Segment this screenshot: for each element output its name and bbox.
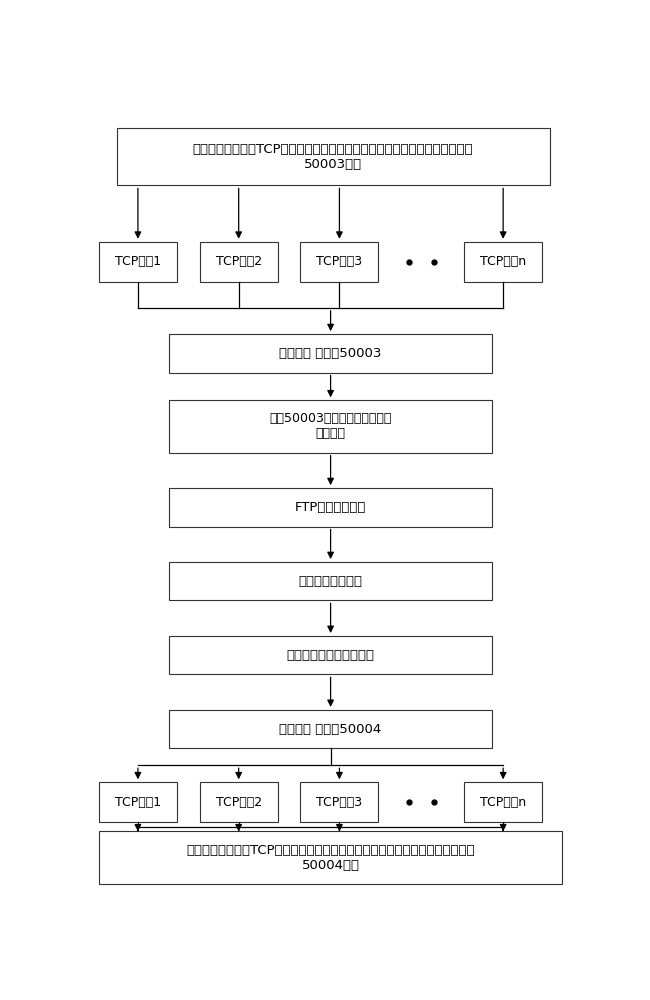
Bar [99, 831, 562, 884]
Bar [300, 242, 378, 282]
Bar [170, 562, 492, 600]
Bar [170, 400, 492, 453]
Text: 读取文件内容，组装数据: 读取文件内容，组装数据 [287, 649, 374, 662]
Bar [464, 242, 542, 282]
Text: TCP接劧n: TCP接劧n [480, 796, 526, 809]
Bar [200, 782, 278, 822]
Text: FTP工具传输文件: FTP工具传输文件 [295, 501, 367, 514]
Text: 管理信息大区多个TCP长连接，连接到数据通道，将数据发送到指定端口，如
50003端口: 管理信息大区多个TCP长连接，连接到数据通道，将数据发送到指定端口，如 5000… [193, 143, 473, 171]
Text: TCP接劧n: TCP接劧n [480, 255, 526, 268]
Text: TCP接割3: TCP接割3 [317, 796, 363, 809]
Bar [464, 782, 542, 822]
Text: 读卆50003端口上的数据，生成
文本文件: 读卆50003端口上的数据，生成 文本文件 [269, 412, 392, 440]
Text: 生产控制大区多个TCP长连接，连接到数据通道，并从指定端口上接收数据，如
50004端口: 生产控制大区多个TCP长连接，连接到数据通道，并从指定端口上接收数据，如 500… [187, 844, 475, 872]
Bar [170, 636, 492, 674]
Text: 数据通道 端口：50004: 数据通道 端口：50004 [280, 723, 382, 736]
Text: TCP接割1: TCP接割1 [115, 796, 161, 809]
Bar [300, 782, 378, 822]
Text: 数据通道 端口：50003: 数据通道 端口：50003 [280, 347, 382, 360]
Bar [170, 710, 492, 748]
Bar [170, 334, 492, 373]
Text: TCP接割3: TCP接割3 [317, 255, 363, 268]
Bar [99, 782, 177, 822]
Text: TCP接割2: TCP接割2 [216, 255, 262, 268]
Text: 反向物理隔离装置: 反向物理隔离装置 [298, 575, 363, 588]
Bar [99, 242, 177, 282]
Text: TCP接割1: TCP接割1 [115, 255, 161, 268]
Text: TCP接割2: TCP接割2 [216, 796, 262, 809]
Bar [170, 488, 492, 527]
Bar [116, 128, 550, 185]
Bar [200, 242, 278, 282]
